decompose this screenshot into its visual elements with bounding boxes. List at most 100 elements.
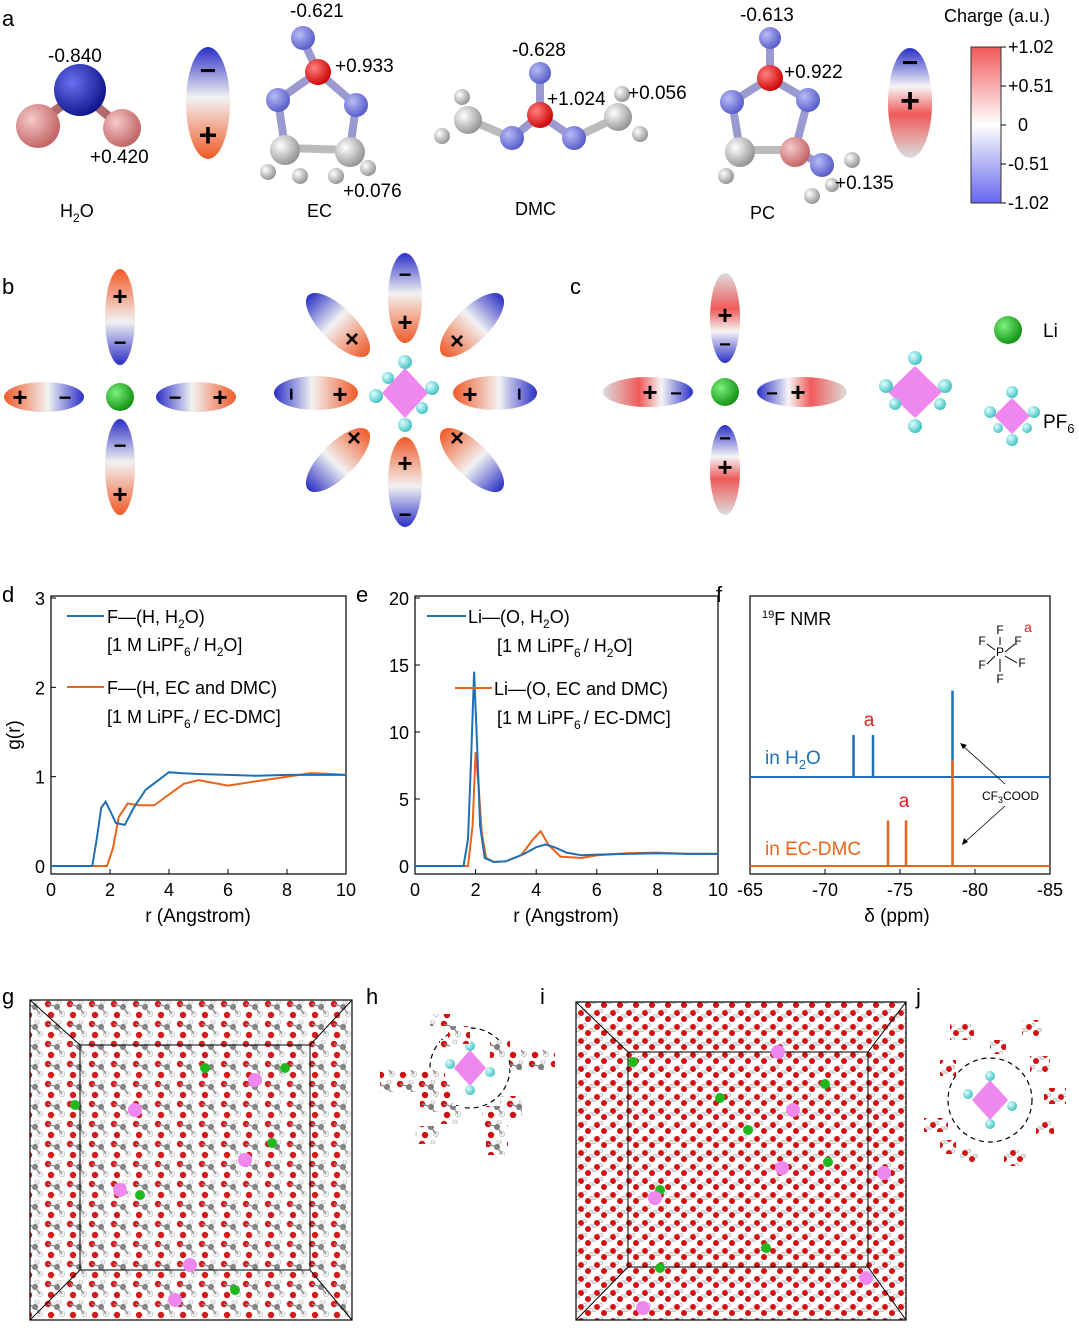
symbol-plus: + — [717, 452, 732, 482]
pf6-anion — [369, 355, 439, 432]
h2o-charge-h: +0.420 — [90, 147, 149, 168]
y-tick-label: 10 — [389, 723, 409, 743]
y-tick-label: 5 — [399, 790, 409, 810]
x-tick-label: 4 — [531, 880, 541, 900]
pf6-markers — [636, 1045, 891, 1315]
symbol-plus: + — [12, 382, 27, 412]
svg-text:F: F — [996, 672, 1003, 686]
li-markers — [628, 1057, 833, 1273]
x-tick-label: 10 — [336, 880, 356, 900]
dipole-b-left — [4, 382, 84, 412]
chart-d-frame — [50, 595, 347, 875]
reference-arrow-up — [961, 744, 1006, 785]
pf6-legend-icon — [984, 386, 1040, 446]
chart-f: -65 -70 -75 -80 -85 δ (ppm) 19F NMR P F F F … — [737, 595, 1063, 927]
pc-name: PC — [750, 203, 775, 223]
panel-b-li-solvation: + − − + + − − + — [4, 269, 236, 515]
legend-e-s1-line1: Li—(O, H2O) — [468, 607, 570, 631]
dipole-b-down — [105, 419, 135, 515]
h2o-name: H2O — [60, 201, 94, 225]
chart-f-xlabel: δ (ppm) — [864, 906, 929, 927]
x-tick-label: -70 — [812, 880, 838, 900]
y-tick-label: 20 — [389, 589, 409, 609]
svg-text:F: F — [1014, 634, 1021, 648]
symbol-plus: + — [112, 281, 127, 311]
panel-label-i: i — [540, 984, 545, 1009]
x-tick-label: 6 — [592, 880, 602, 900]
charge-colorbar: Charge (a.u.) +1.02 +0.51 0 -0.51 -1.02 — [944, 6, 1054, 213]
symbol-plus: + — [790, 377, 805, 407]
chart-e-frame — [414, 595, 719, 875]
symbol-plus: + — [462, 379, 477, 409]
legend-d-s2-line1: F—(H, EC and DMC) — [107, 678, 277, 698]
chart-e: 0 2 4 6 8 10 0 5 10 15 20 r (Angstrom) Li—(O, H2O)… — [389, 589, 728, 927]
reference-arrow-down — [964, 805, 1006, 843]
peak-label-a-ecdmc: a — [899, 791, 910, 812]
y-tick-label: 3 — [35, 589, 45, 609]
li-legend-icon — [994, 316, 1022, 344]
carbonate-dipole: − + — [888, 47, 932, 158]
symbol-plus: + — [397, 448, 412, 478]
panel-label-d: d — [2, 582, 14, 607]
symbol-cross: × — [450, 328, 464, 355]
molecule-dmc: -0.628 +1.024 +0.056 DMC — [434, 40, 687, 219]
x-tick-label: 2 — [105, 880, 115, 900]
h2o-dipole-plus: + — [199, 117, 218, 153]
carbonate-dipole-plus: + — [900, 82, 920, 120]
peak-label-a-h2o: a — [864, 710, 875, 731]
symbol-minus: − — [279, 388, 304, 401]
dmc-charge-c: +1.024 — [547, 89, 606, 110]
f-series-label-h2o: in H2O — [765, 748, 821, 772]
symbol-plus: + — [112, 479, 127, 509]
y-tick-label: 1 — [35, 768, 45, 788]
chart-e-xlabel: r (Angstrom) — [513, 906, 619, 927]
series-line-0 — [415, 671, 718, 867]
symbol-plus: + — [212, 382, 227, 412]
pf6-structure: P F F F F F F a — [978, 619, 1032, 686]
legend-e-s2-line1: Li—(O, EC and DMC) — [494, 679, 668, 699]
panel-label-h: h — [366, 984, 378, 1009]
reference-arrowhead-down — [962, 838, 968, 845]
x-tick-label: 4 — [164, 880, 174, 900]
li-legend-label: Li — [1043, 321, 1058, 342]
solvation-shell-water — [924, 1020, 1066, 1166]
carbonate-dipole-minus: − — [902, 47, 918, 78]
pf6-anion — [879, 351, 952, 433]
symbol-minus: − — [670, 383, 682, 405]
symbol-minus: − — [114, 330, 127, 355]
symbol-minus: − — [59, 385, 72, 410]
h2o-dipole-minus: − — [200, 55, 216, 86]
x-tick-label: 6 — [223, 880, 233, 900]
svg-text:F: F — [1018, 656, 1025, 670]
series-line-0 — [51, 771, 346, 867]
panel-label-j: j — [915, 984, 921, 1009]
x-tick-label: 0 — [410, 880, 420, 900]
symbol-minus: − — [719, 334, 731, 356]
symbol-cross: × — [347, 425, 361, 452]
simulation-box-ec-dmc — [29, 999, 353, 1321]
x-tick-label: -80 — [962, 880, 988, 900]
li-ion — [711, 378, 739, 406]
y-tick-label: 0 — [399, 857, 409, 877]
x-tick-label: 0 — [46, 880, 56, 900]
legend-d-s1-line2: [1 M LiPF6/ H2O] — [107, 635, 242, 659]
symbol-plus: + — [642, 377, 657, 407]
chart-f-frame — [749, 595, 1051, 875]
x-tick-label: -65 — [737, 880, 763, 900]
reference-label: CF3COOD — [982, 789, 1039, 805]
svg-text:F: F — [978, 634, 985, 648]
colorbar-tick-label: +0.51 — [1008, 76, 1054, 96]
svg-text:F: F — [978, 658, 985, 672]
svg-text:a: a — [1024, 619, 1032, 635]
panel-label-b: b — [2, 274, 14, 299]
li-ion — [106, 383, 134, 411]
molecule-ec: -0.621 +0.933 +0.076 EC — [260, 1, 402, 221]
colorbar-tick-label: +1.02 — [1008, 37, 1054, 57]
panel-label-e: e — [356, 582, 368, 607]
pc-charge-c: +0.922 — [784, 62, 843, 83]
panel-label-f: f — [716, 582, 723, 607]
li-markers — [70, 1063, 290, 1295]
ec-charge-h: +0.076 — [343, 181, 402, 202]
symbol-plus: + — [397, 307, 412, 337]
symbol-minus: − — [719, 428, 731, 450]
